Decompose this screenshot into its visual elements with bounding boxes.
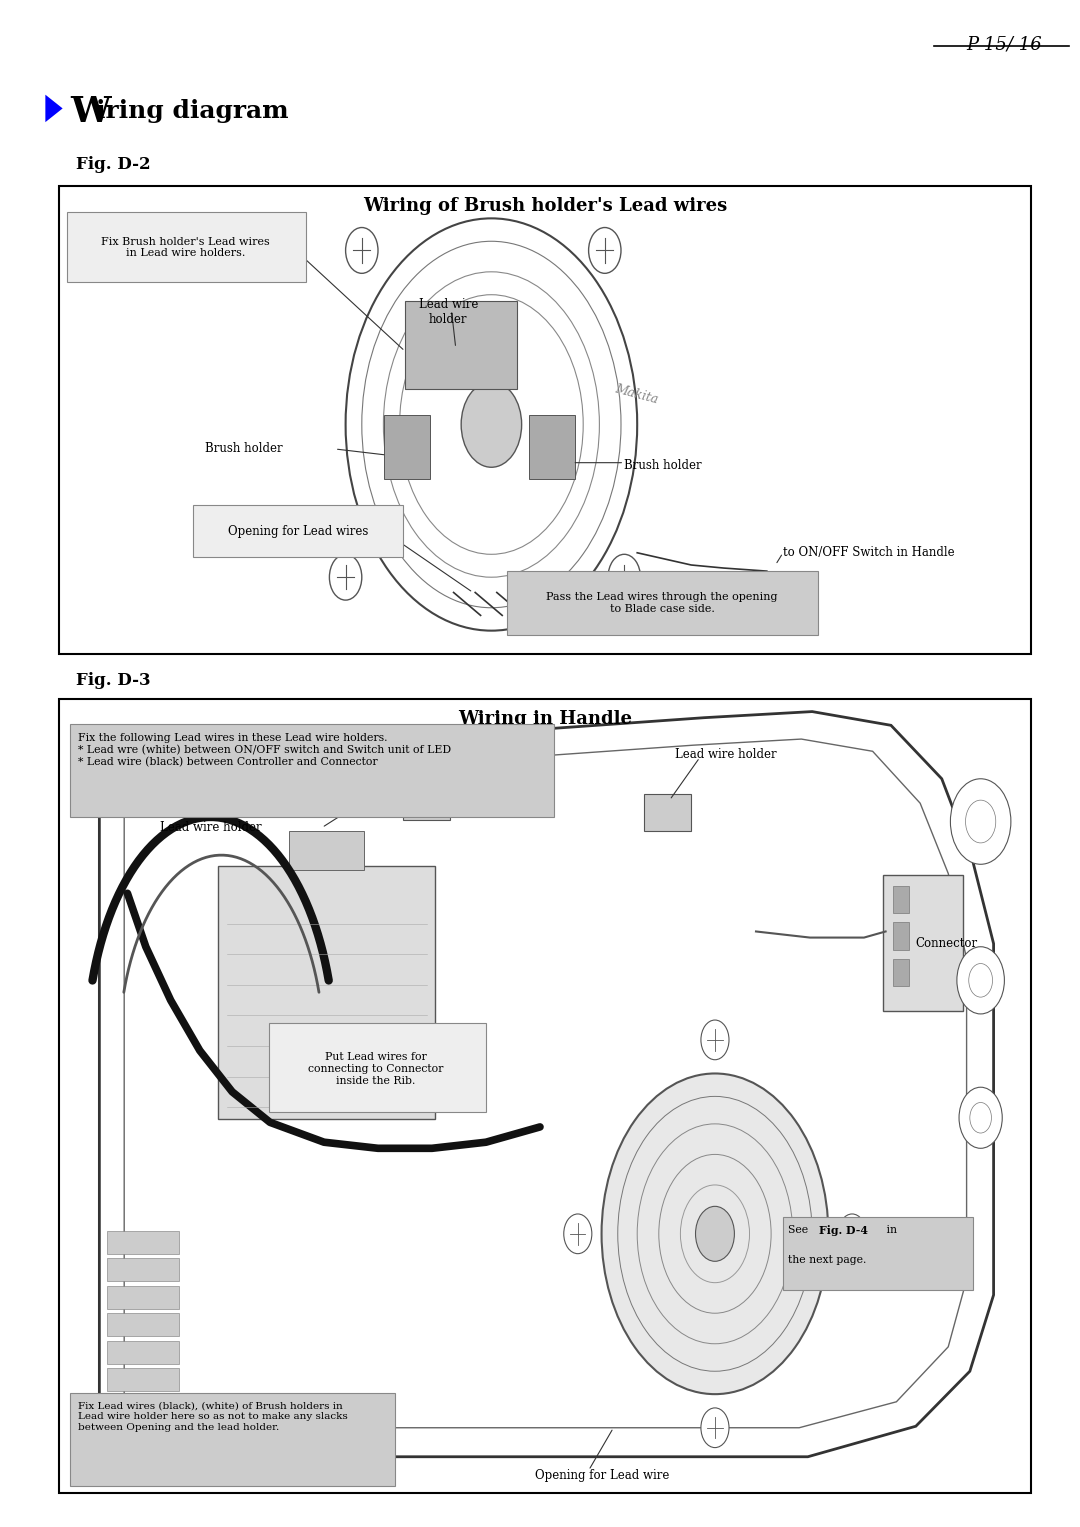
FancyBboxPatch shape [405, 301, 517, 389]
Text: See: See [788, 1225, 812, 1235]
Circle shape [950, 779, 1011, 864]
Text: Pass the Lead wires through the opening
to Blade case side.: Pass the Lead wires through the opening … [546, 592, 778, 614]
FancyBboxPatch shape [218, 866, 435, 1119]
FancyBboxPatch shape [107, 1341, 179, 1364]
FancyBboxPatch shape [783, 1217, 973, 1290]
Text: Put Lead wires for
connecting to Connector
inside the Rib.: Put Lead wires for connecting to Connect… [308, 1052, 444, 1086]
FancyBboxPatch shape [107, 1258, 179, 1281]
Text: Lead wire holder: Lead wire holder [160, 822, 261, 834]
FancyBboxPatch shape [893, 922, 909, 950]
Text: the next page.: the next page. [788, 1255, 867, 1266]
Circle shape [959, 1087, 1002, 1148]
FancyBboxPatch shape [70, 1393, 395, 1486]
Text: Lead wire holder: Lead wire holder [675, 748, 777, 760]
FancyBboxPatch shape [289, 831, 364, 870]
Text: Lead wire
holder: Lead wire holder [419, 298, 477, 325]
Text: Opening for Lead wires: Opening for Lead wires [228, 525, 368, 538]
FancyBboxPatch shape [507, 571, 818, 635]
Text: iring diagram: iring diagram [96, 99, 288, 124]
FancyBboxPatch shape [883, 875, 963, 1011]
Circle shape [589, 228, 621, 273]
Text: Connector: Connector [916, 938, 978, 950]
Text: in: in [883, 1225, 897, 1235]
Text: to ON/OFF Switch in Handle: to ON/OFF Switch in Handle [783, 547, 955, 559]
Circle shape [346, 228, 378, 273]
FancyBboxPatch shape [893, 959, 909, 986]
Text: Wiring of Brush holder's Lead wires: Wiring of Brush holder's Lead wires [363, 197, 728, 215]
Circle shape [602, 1073, 828, 1394]
Text: P 15/ 16: P 15/ 16 [967, 35, 1042, 53]
Text: Wiring in Handle: Wiring in Handle [458, 710, 633, 728]
FancyBboxPatch shape [893, 886, 909, 913]
Circle shape [701, 1408, 729, 1448]
Polygon shape [45, 95, 63, 122]
Circle shape [957, 947, 1004, 1014]
FancyBboxPatch shape [529, 415, 575, 479]
FancyBboxPatch shape [59, 699, 1031, 1493]
FancyBboxPatch shape [107, 1368, 179, 1391]
Text: Opening for Lead wire: Opening for Lead wire [535, 1469, 669, 1481]
Circle shape [608, 554, 640, 600]
FancyBboxPatch shape [67, 212, 306, 282]
FancyBboxPatch shape [70, 724, 554, 817]
Text: W: W [70, 95, 111, 128]
Text: Fix Brush holder's Lead wires
in Lead wire holders.: Fix Brush holder's Lead wires in Lead wi… [102, 237, 270, 258]
FancyBboxPatch shape [269, 1023, 486, 1112]
FancyBboxPatch shape [403, 783, 450, 820]
FancyBboxPatch shape [644, 794, 691, 831]
Text: Fig. D-2: Fig. D-2 [76, 156, 150, 173]
Circle shape [461, 382, 522, 467]
Text: Fig. D-3: Fig. D-3 [76, 672, 150, 689]
FancyBboxPatch shape [107, 1396, 179, 1419]
Text: Brush holder: Brush holder [624, 460, 702, 472]
FancyBboxPatch shape [59, 186, 1031, 654]
FancyBboxPatch shape [384, 415, 430, 479]
Circle shape [701, 1020, 729, 1060]
Text: Fix the following Lead wires in these Lead wire holders.
* Lead wre (white) betw: Fix the following Lead wires in these Le… [78, 733, 450, 767]
Circle shape [838, 1214, 866, 1254]
Text: Brush holder: Brush holder [205, 443, 283, 455]
Text: Makita: Makita [613, 382, 660, 406]
FancyBboxPatch shape [107, 1286, 179, 1309]
Text: Fix Lead wires (black), (white) of Brush holders in
Lead wire holder here so as : Fix Lead wires (black), (white) of Brush… [78, 1402, 348, 1432]
Circle shape [564, 1214, 592, 1254]
FancyBboxPatch shape [107, 1231, 179, 1254]
FancyBboxPatch shape [193, 505, 403, 557]
Circle shape [329, 554, 362, 600]
Circle shape [696, 1206, 734, 1261]
Text: Fig. D-4: Fig. D-4 [819, 1225, 867, 1235]
FancyBboxPatch shape [107, 1313, 179, 1336]
